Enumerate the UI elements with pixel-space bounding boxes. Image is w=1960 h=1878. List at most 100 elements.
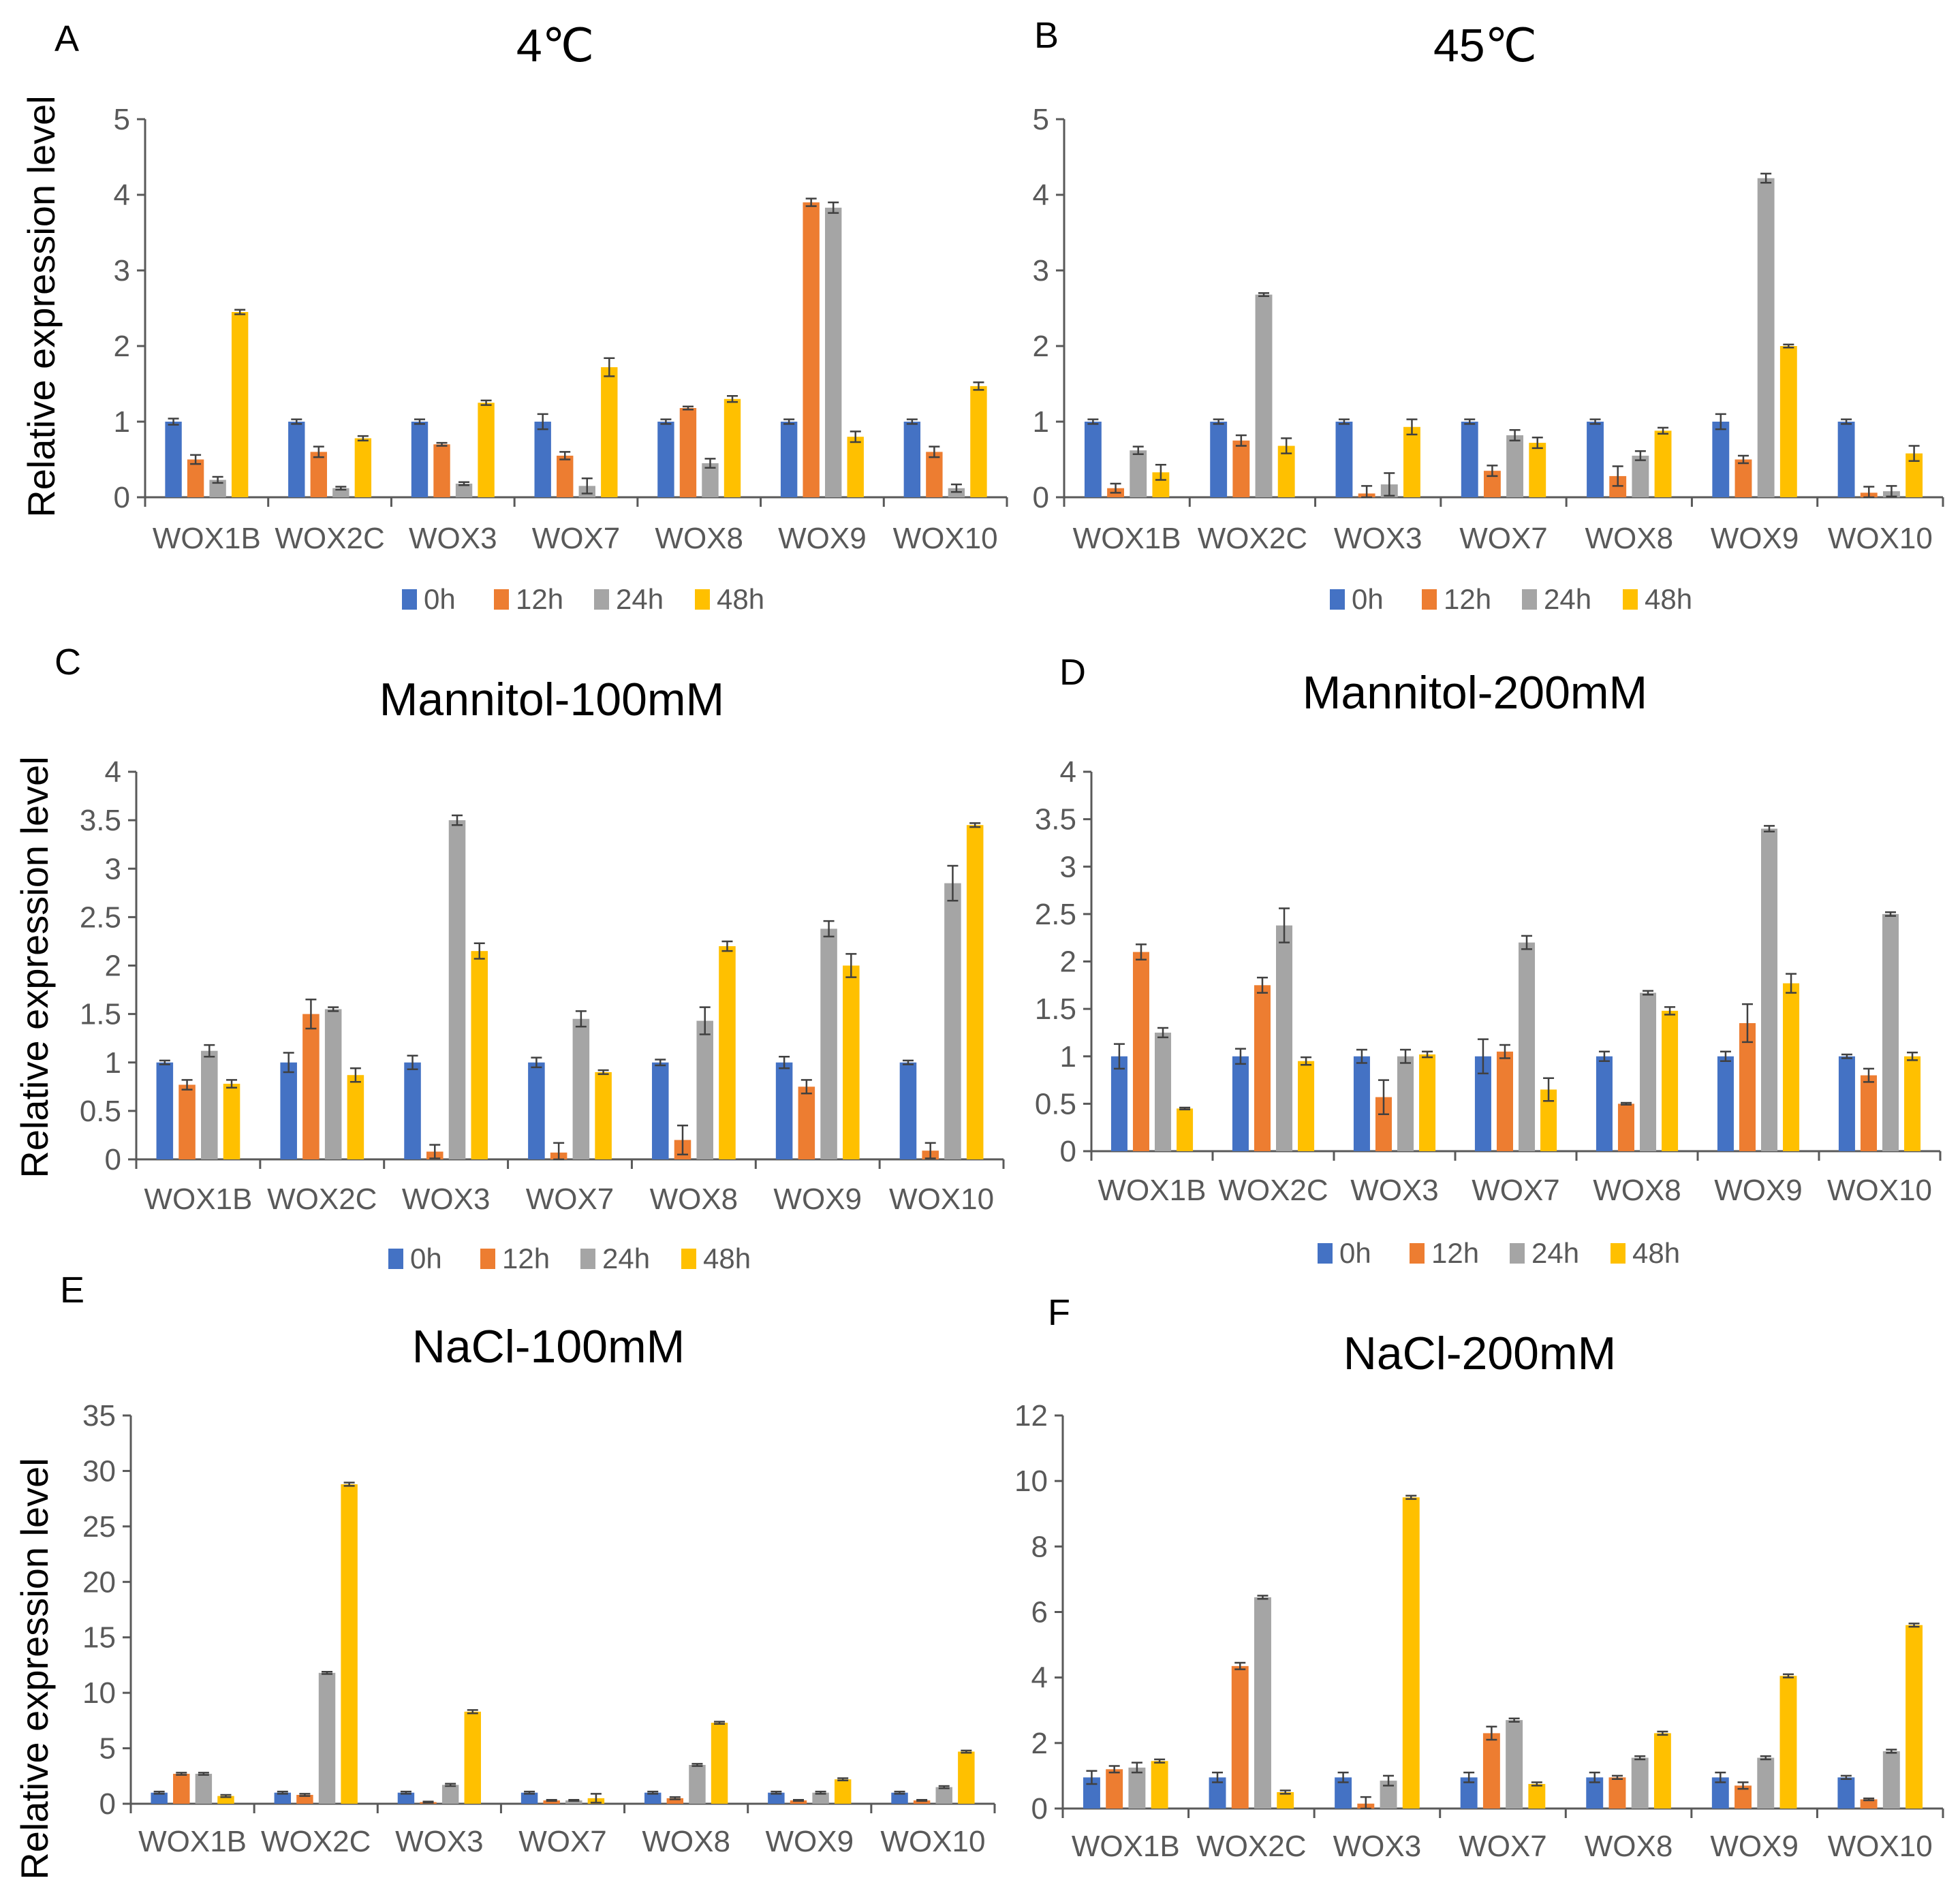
panel-d-legend-label-24h: 24h (1531, 1237, 1579, 1269)
panel-d-bar-wox3-24h (1397, 1056, 1414, 1151)
panel-b-bar-wox2c-12h (1232, 440, 1250, 497)
panel-c-y-tick-label: 2 (105, 950, 121, 983)
panel-d-bar-wox9-12h (1739, 1023, 1756, 1151)
panel-a-bar-wox10-0h (903, 422, 921, 497)
panel-e-bar-wox7-0h (520, 1792, 538, 1804)
panel-d-legend-label-48h: 48h (1632, 1237, 1680, 1269)
panel-e-title: NaCl-100mM (412, 1321, 685, 1373)
panel-f-bar-wox1b-24h (1128, 1767, 1146, 1809)
panel-c-y-tick-label: 1 (105, 1046, 121, 1080)
panel-a-bar-wox1b-12h (187, 459, 204, 497)
panel-c-letter: C (55, 642, 81, 683)
panel-d-y-tick-label: 4 (1060, 755, 1076, 789)
panel-e-y-axis-label: Relative expression level (13, 1458, 56, 1878)
panel-d-bar-wox10-0h (1838, 1056, 1855, 1151)
panel-a-y-tick-label: 4 (114, 178, 130, 212)
panel-a-legend-label-0h: 0h (424, 583, 456, 615)
panel-d-bar-wox2c-0h (1232, 1056, 1249, 1151)
panel-e-bar-wox3-0h (397, 1792, 415, 1804)
panel-a-category-label: WOX3 (409, 522, 497, 555)
panel-d-bar-wox10-48h (1904, 1056, 1921, 1151)
panel-e-category-label: WOX9 (765, 1825, 854, 1858)
panel-a-bar-wox1b-48h (231, 312, 249, 497)
panel-a-bar-wox7-48h (601, 367, 618, 497)
panel-c-y-tick-label: 3 (105, 852, 121, 886)
panel-e-category-label: WOX7 (518, 1825, 607, 1858)
panel-d-bar-wox1b-48h (1177, 1108, 1194, 1151)
panel-f-y-tick-label: 0 (1031, 1792, 1048, 1826)
panel-e-y-tick-label: 25 (82, 1510, 116, 1544)
panel-d-y-tick-label: 1.5 (1035, 992, 1076, 1026)
panel-f-bar-wox10-12h (1860, 1799, 1878, 1809)
panel-f-bar-wox3-48h (1402, 1497, 1420, 1809)
panel-d-bar-wox1b-12h (1132, 952, 1149, 1151)
panel-a-category-label: WOX2C (275, 522, 384, 555)
panel-a-category-label: WOX1B (153, 522, 261, 555)
panel-f-category-label: WOX1B (1072, 1830, 1180, 1863)
panel-a-bar-wox2c-12h (310, 452, 328, 497)
panel-b-legend-swatch-24h (1522, 589, 1537, 610)
panel-f-y-tick-label: 8 (1031, 1530, 1048, 1563)
panel-d-category-label: WOX1B (1098, 1174, 1207, 1207)
panel-d-bar-wox9-0h (1717, 1056, 1734, 1151)
panel-b-bar-wox10-0h (1837, 422, 1855, 497)
panel-d-bar-wox1b-24h (1155, 1032, 1172, 1151)
panel-e-y-tick-label: 10 (82, 1676, 116, 1710)
panel-e-bar-wox10-12h (913, 1800, 931, 1804)
panel-d-category-label: WOX2C (1218, 1174, 1328, 1207)
panel-b-bar-wox9-48h (1779, 346, 1797, 497)
panel-e-bar-wox3-48h (464, 1711, 481, 1804)
panel-c-bar-wox1b-24h (201, 1050, 218, 1159)
panel-c-y-tick-label: 1.5 (80, 998, 121, 1031)
panel-e-bar-wox1b-12h (173, 1774, 190, 1804)
panel-d-legend-swatch-0h (1318, 1243, 1333, 1264)
panel-d-bar-wox9-24h (1761, 828, 1778, 1151)
panel-a-bar-wox3-0h (411, 422, 429, 497)
panel-b-y-tick-label: 2 (1033, 330, 1049, 363)
panel-e-bar-wox2c-12h (296, 1794, 313, 1804)
panel-c-bar-wox8-0h (651, 1062, 669, 1159)
panel-c-legend-swatch-48h (681, 1249, 696, 1269)
panel-c-bar-wox10-48h (966, 825, 984, 1159)
panel-b-legend-swatch-0h (1330, 589, 1345, 610)
panel-b-bar-wox3-0h (1335, 422, 1353, 497)
panel-e-bar-wox8-24h (689, 1765, 706, 1804)
panel-f-category-label: WOX3 (1333, 1830, 1422, 1863)
panel-d-bar-wox3-0h (1353, 1056, 1370, 1151)
panel-e-bar-wox9-48h (834, 1779, 852, 1804)
panel-d-y-tick-label: 0.5 (1035, 1087, 1076, 1121)
panel-b-category-label: WOX10 (1828, 522, 1933, 555)
panel-f-y-tick-label: 4 (1031, 1661, 1048, 1695)
panel-d-bar-wox2c-48h (1298, 1061, 1315, 1151)
panel-c-bar-wox8-24h (696, 1020, 713, 1159)
panel-d-y-tick-label: 0 (1060, 1135, 1076, 1168)
panel-c-category-label: WOX1B (144, 1183, 252, 1216)
panel-a-bar-wox1b-0h (165, 422, 182, 497)
panel-c-bar-wox9-48h (843, 965, 860, 1159)
panel-d-bar-wox1b-0h (1110, 1056, 1127, 1151)
panel-f-bar-wox8-12h (1608, 1777, 1626, 1809)
panel-d-y-tick-label: 3.5 (1035, 803, 1076, 836)
panel-c-bar-wox7-24h (572, 1018, 590, 1159)
panel-d-bar-wox7-12h (1496, 1051, 1513, 1151)
panel-c-category-label: WOX9 (773, 1183, 862, 1216)
panel-b-legend-swatch-12h (1422, 589, 1437, 610)
panel-f-y-tick-label: 6 (1031, 1596, 1048, 1629)
panel-d-bar-wox10-12h (1860, 1075, 1877, 1151)
panel-c-bar-wox9-24h (820, 928, 837, 1159)
panel-c-y-axis-label: Relative expression level (13, 756, 56, 1178)
panel-f-category-label: WOX10 (1828, 1830, 1933, 1863)
panel-f-letter: F (1048, 1292, 1070, 1333)
panel-d-category-label: WOX8 (1593, 1174, 1681, 1207)
panel-e-bar-wox10-0h (891, 1792, 908, 1804)
panel-c-category-label: WOX10 (889, 1183, 994, 1216)
panel-d-bar-wox8-12h (1617, 1104, 1634, 1151)
panel-c-title: Mannitol-100mM (379, 674, 724, 725)
panel-a-legend-swatch-48h (695, 589, 710, 610)
panel-e-bar-wox2c-0h (274, 1792, 292, 1804)
panel-b-legend-label-24h: 24h (1544, 583, 1591, 615)
panel-d-category-label: WOX9 (1714, 1174, 1803, 1207)
panel-d-bar-wox8-24h (1640, 992, 1657, 1151)
panel-a-bar-wox8-48h (724, 398, 741, 497)
